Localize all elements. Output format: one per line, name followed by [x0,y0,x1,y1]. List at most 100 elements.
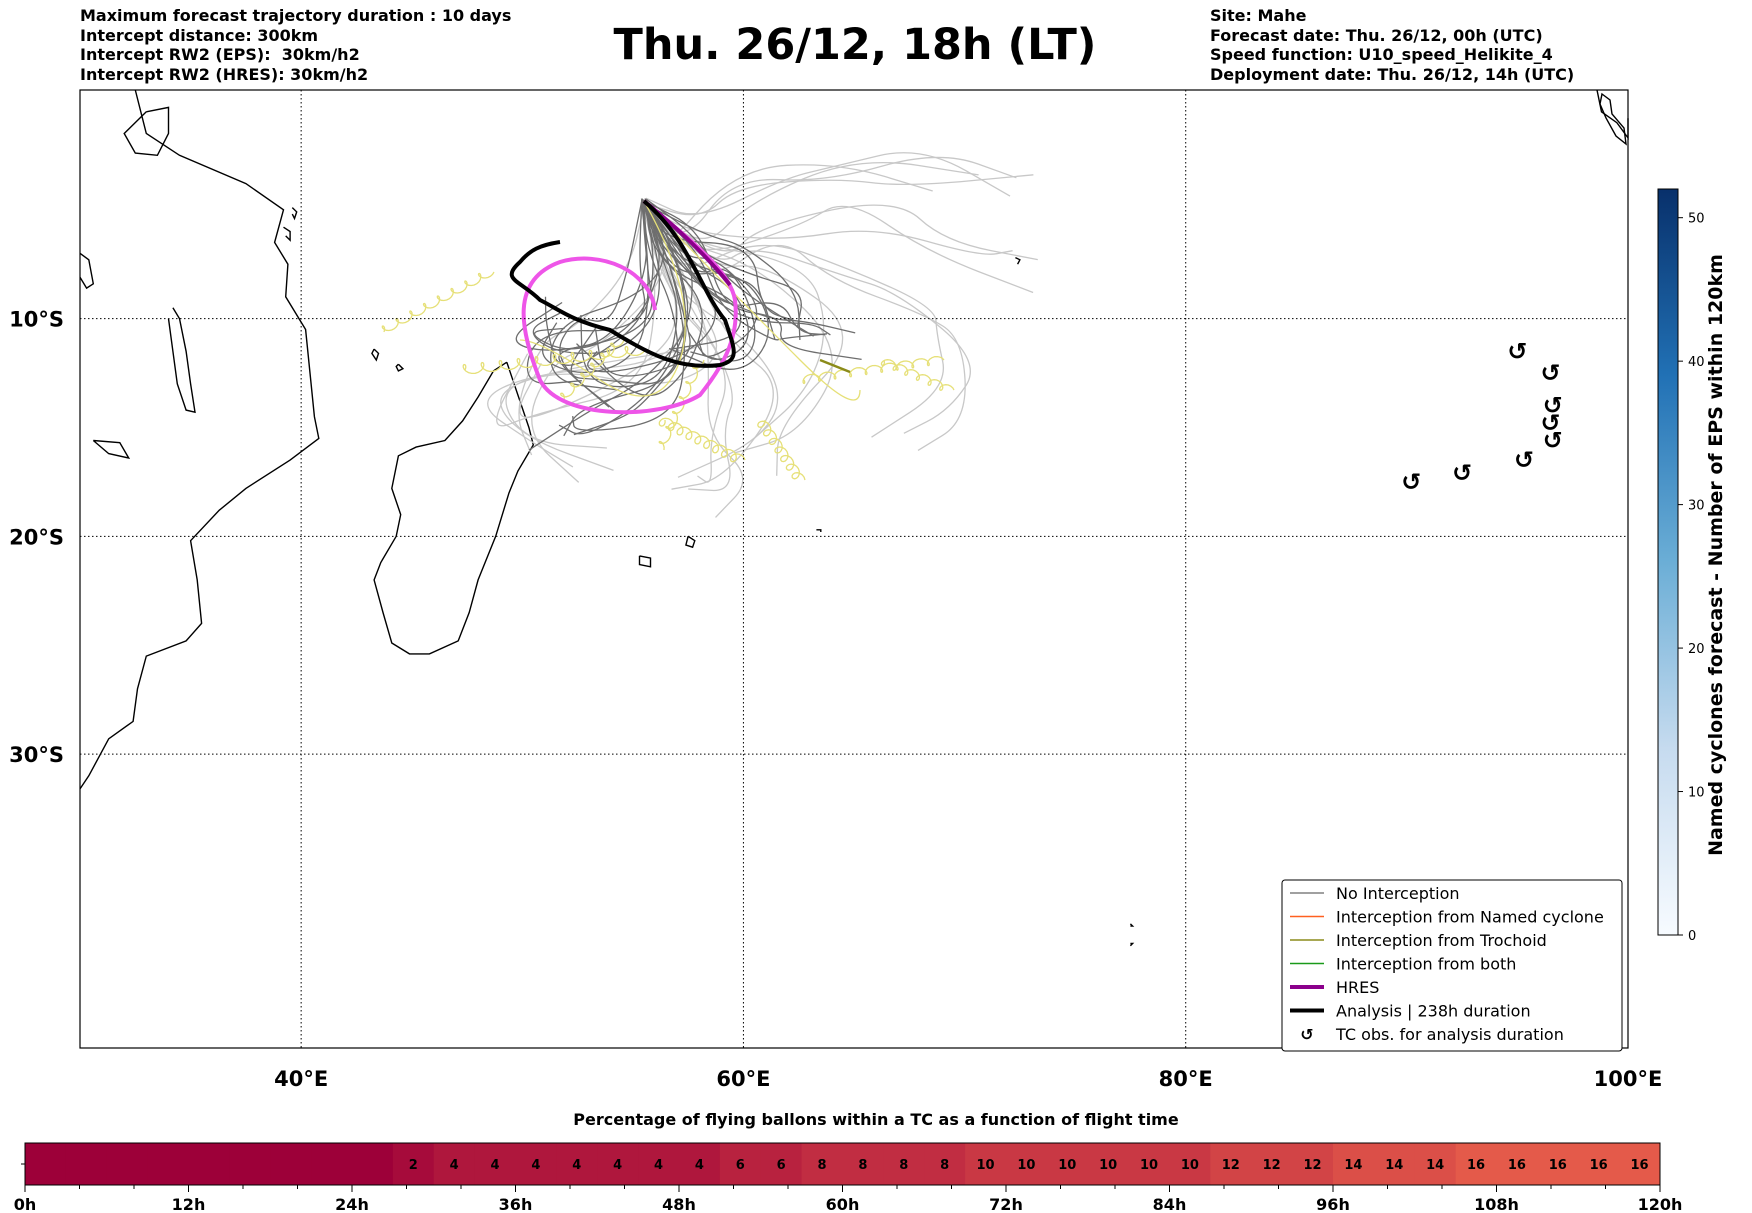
tc-obs-icon: ↺ [1514,446,1534,474]
percentage-cell [1496,1143,1538,1185]
colorbar-bar [1657,188,1679,936]
trajectory-line [641,199,862,361]
tc-obs-icon: ↺ [1401,468,1421,496]
percentage-tick-label: 48h [662,1195,696,1213]
trochoid-trajectory [559,339,625,401]
percentage-cell [719,1143,762,1185]
percentage-cell [1006,1143,1048,1185]
percentage-cell [1292,1143,1334,1185]
percentage-value: 4 [654,1158,663,1173]
percentage-value: 6 [736,1158,745,1173]
trochoid-trajectory [519,200,686,397]
percentage-value: 16 [1467,1158,1485,1173]
percentage-cell [1619,1143,1661,1185]
colorbar-tick-label: 0 [1688,929,1696,944]
coast-lake-malawi [167,307,196,414]
tc-obs-icon: ↺ [1541,359,1561,387]
percentage-value: 10 [1140,1158,1158,1173]
percentage-cell [883,1143,925,1185]
percentage-value: 8 [940,1158,949,1173]
axis-tick-labels: 40°E 60°E 80°E 100°E 10°S 20°S 30°S [9,308,1662,1091]
percentage-value: 4 [450,1158,459,1173]
trajectories-trochoid [381,200,955,481]
colorbar-tick-label: 40 [1688,355,1705,370]
trajectory-line [572,198,686,431]
coast-chagos [1015,256,1021,265]
tc-obs-icon: ↺ [1541,409,1561,437]
header-line: Maximum forecast trajectory duration : 1… [80,6,512,25]
percentage-value: 10 [1099,1158,1117,1173]
percentage-tick-label: 60h [826,1195,860,1213]
coast-lake-kariba [92,439,131,460]
trochoid-trajectory [802,355,945,385]
percentage-cell [515,1143,557,1185]
trajectory-line [487,203,686,468]
percentage-value: 16 [1631,1158,1649,1173]
trajectory-line [559,201,643,412]
lat-tick-label: 10°S [9,308,64,332]
coast-comoros1 [371,348,380,362]
percentage-cell [392,1143,435,1185]
coast-ams2 [1129,942,1135,947]
percentage-value: 16 [1590,1158,1608,1173]
percentage-cell [106,1143,149,1185]
legend-label: Analysis | 238h duration [1336,1002,1531,1021]
header-right-info: Site: Mahe Forecast date: Thu. 26/12, 00h… [1210,6,1574,84]
coast-rodrigues [816,529,822,532]
trochoid-trajectory [757,419,806,481]
percentage-cell [1169,1143,1211,1185]
legend-label: Interception from Named cyclone [1336,908,1604,927]
trajectory-line [576,202,703,397]
percentage-value: 10 [1058,1158,1076,1173]
percentage-cell [229,1143,271,1185]
header-left-info: Maximum forecast trajectory duration : 1… [80,6,511,84]
colorbar-tick-label: 30 [1688,499,1705,514]
trajectory-line [515,199,653,351]
lon-tick-label: 80°E [1159,1067,1213,1091]
trajectory-line [542,201,649,374]
percentage-cell [679,1143,721,1185]
percentage-cell [965,1143,1007,1185]
percentage-cell [1537,1143,1579,1185]
percentage-value: 8 [858,1158,867,1173]
percentage-cell [147,1143,189,1185]
tc-obs-icon: ↺ [1452,459,1472,487]
coast-pemba [291,207,298,221]
percentage-cell [352,1143,394,1185]
percentage-cell [556,1143,598,1185]
colorbar-tick-label: 10 [1688,786,1705,801]
lon-tick-label: 60°E [716,1067,770,1091]
percentage-cell [638,1143,680,1185]
legend-marker-icon: ↺ [1300,1025,1313,1044]
percentage-tick-label: 120h [1638,1195,1683,1213]
percentage-cell [924,1143,966,1185]
trajectory-line [505,201,704,449]
coastlines [79,89,1629,947]
percentage-value: 16 [1549,1158,1567,1173]
coast-madagascar [373,361,535,655]
percentage-cell [597,1143,639,1185]
percentage-value: 10 [1181,1158,1199,1173]
lat-tick-label: 30°S [9,743,64,767]
percentage-tick-label: 84h [1153,1195,1187,1213]
legend-label: Interception from Trochoid [1336,931,1547,950]
percentage-value: 14 [1385,1158,1403,1173]
percentage-value: 8 [899,1158,908,1173]
percentage-cell [1373,1143,1416,1185]
trajectory-line [532,199,660,354]
percentage-cell [1333,1143,1375,1185]
percentage-bar-title: Percentage of flying ballons within a TC… [573,1110,1179,1129]
trajectory-line [642,200,856,334]
legend-label: TC obs. for analysis duration [1335,1025,1564,1044]
trochoid-trajectory-olive [819,358,851,374]
percentage-cells: 2 4 4 4 4 4 4 4 6 6 8 8 8 8 10 10 10 10 10 10 12 12 12 14 14 14 16… [24,1142,1661,1186]
percentage-cell [1210,1143,1252,1185]
percentage-cell [1414,1143,1457,1185]
legend-box [1281,879,1623,1052]
percentage-cell [1578,1143,1620,1185]
coast-lake-victoria [123,106,170,157]
tc-obs-icon: ↺ [1543,392,1563,420]
colorbar-tick-label: 20 [1688,642,1705,657]
